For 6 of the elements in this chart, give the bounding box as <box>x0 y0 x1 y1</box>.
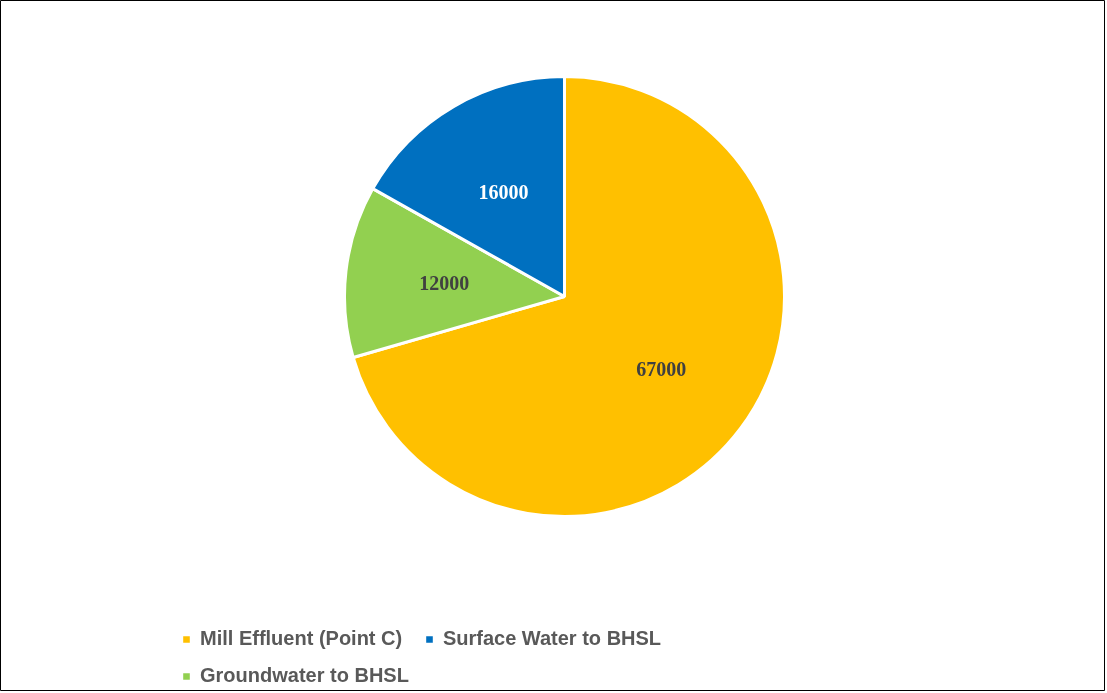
data-label: 12000 <box>419 271 470 294</box>
legend-label: Surface Water to BHSL <box>442 627 662 650</box>
data-label: 67000 <box>636 358 687 381</box>
legend-label: Mill Effluent (Point C) <box>200 627 403 650</box>
data-label: 16000 <box>478 181 529 204</box>
legend-label: Groundwater to BHSL <box>200 664 409 687</box>
